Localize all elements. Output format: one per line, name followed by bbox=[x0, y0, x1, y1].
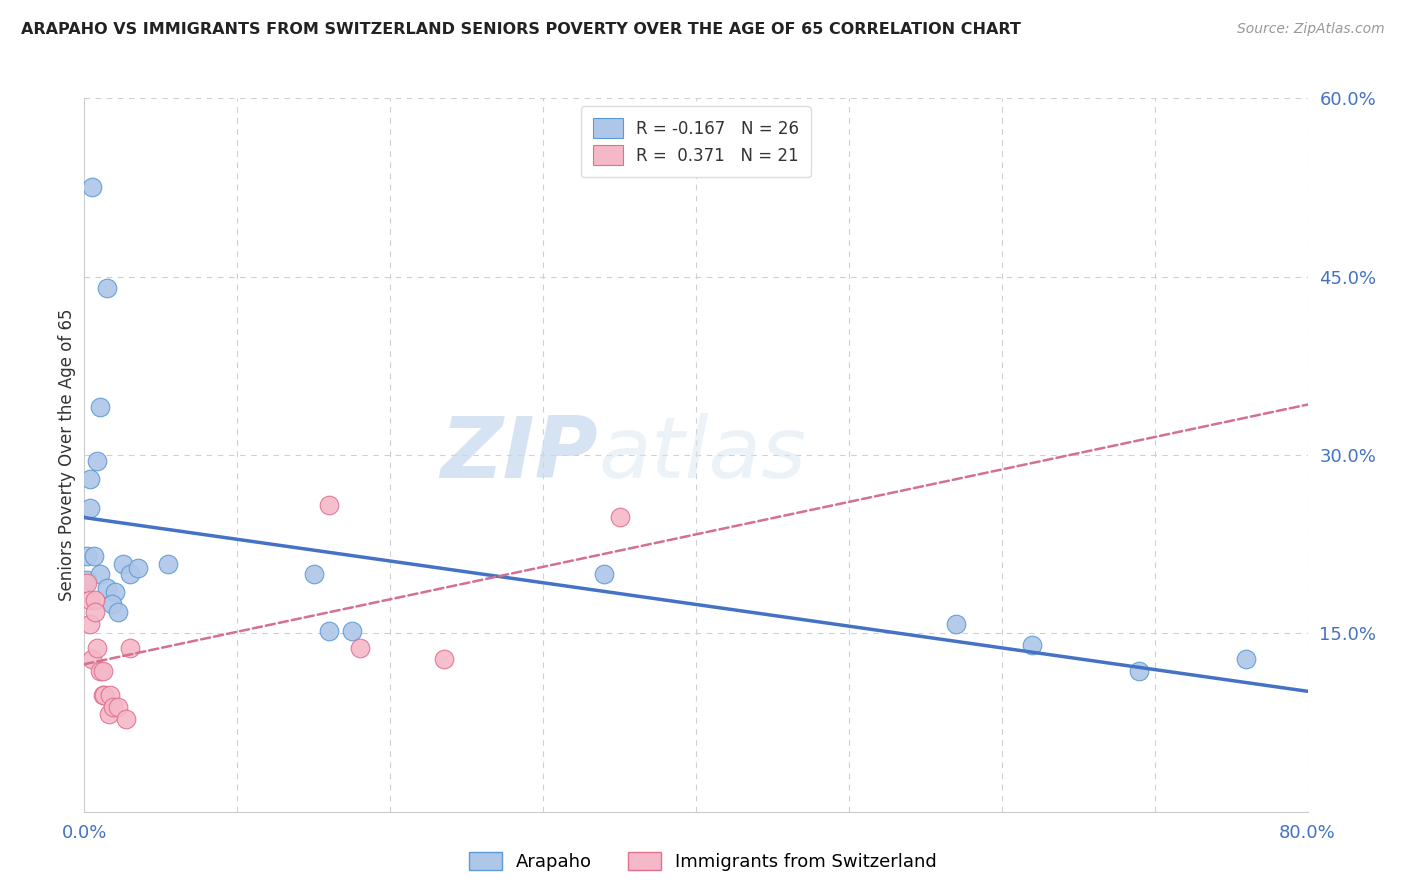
Text: ARAPAHO VS IMMIGRANTS FROM SWITZERLAND SENIORS POVERTY OVER THE AGE OF 65 CORREL: ARAPAHO VS IMMIGRANTS FROM SWITZERLAND S… bbox=[21, 22, 1021, 37]
Legend: Arapaho, Immigrants from Switzerland: Arapaho, Immigrants from Switzerland bbox=[463, 845, 943, 879]
Point bbox=[349, 640, 371, 655]
Point bbox=[127, 561, 149, 575]
Point bbox=[76, 576, 98, 591]
Point bbox=[80, 652, 103, 666]
Point bbox=[1234, 652, 1257, 666]
Point bbox=[98, 688, 121, 702]
Point bbox=[104, 584, 127, 599]
Text: ZIP: ZIP bbox=[440, 413, 598, 497]
Text: atlas: atlas bbox=[598, 413, 806, 497]
Point bbox=[89, 401, 111, 415]
Point bbox=[1021, 638, 1043, 652]
Point bbox=[76, 549, 98, 563]
Point bbox=[114, 712, 136, 726]
Point bbox=[79, 472, 101, 486]
Point bbox=[86, 640, 108, 655]
Point bbox=[318, 498, 340, 512]
Point bbox=[86, 454, 108, 468]
Point bbox=[91, 665, 114, 679]
Point bbox=[96, 281, 118, 295]
Point bbox=[111, 558, 134, 572]
Point bbox=[79, 501, 101, 516]
Point bbox=[945, 616, 967, 631]
Point bbox=[97, 707, 120, 722]
Point bbox=[89, 665, 111, 679]
Text: Source: ZipAtlas.com: Source: ZipAtlas.com bbox=[1237, 22, 1385, 37]
Point bbox=[318, 624, 340, 638]
Point bbox=[80, 180, 103, 194]
Y-axis label: Seniors Poverty Over the Age of 65: Seniors Poverty Over the Age of 65 bbox=[58, 309, 76, 601]
Point bbox=[107, 605, 129, 619]
Point bbox=[120, 566, 142, 581]
Point bbox=[89, 566, 111, 581]
Legend: R = -0.167   N = 26, R =  0.371   N = 21: R = -0.167 N = 26, R = 0.371 N = 21 bbox=[581, 106, 811, 178]
Point bbox=[93, 688, 115, 702]
Point bbox=[84, 593, 107, 607]
Point bbox=[84, 605, 107, 619]
Point bbox=[609, 509, 631, 524]
Point bbox=[340, 624, 363, 638]
Point bbox=[302, 566, 325, 581]
Point bbox=[107, 700, 129, 714]
Point bbox=[103, 700, 125, 714]
Point bbox=[433, 652, 456, 666]
Point bbox=[96, 581, 118, 595]
Point bbox=[83, 549, 105, 563]
Point bbox=[91, 688, 114, 702]
Point bbox=[157, 558, 180, 572]
Point bbox=[79, 593, 101, 607]
Point bbox=[593, 566, 616, 581]
Point bbox=[101, 597, 124, 611]
Point bbox=[1128, 665, 1150, 679]
Point bbox=[79, 616, 101, 631]
Point bbox=[120, 640, 142, 655]
Point bbox=[76, 573, 98, 587]
